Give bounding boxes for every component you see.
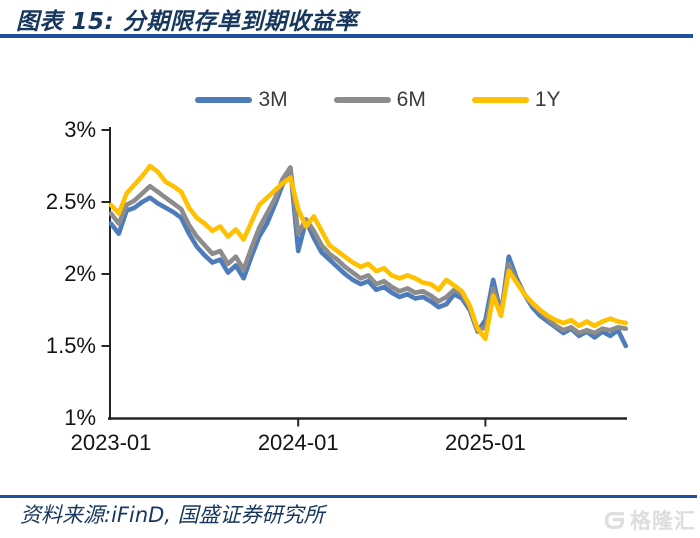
chart-legend: 3M 6M 1Y	[100, 88, 656, 112]
y-axis-tick-label: 1.5%	[45, 333, 96, 358]
x-axis-tick-label: 2024-01	[257, 430, 339, 455]
x-axis-tick-label: 2025-01	[445, 430, 526, 455]
legend-label-1y: 1Y	[534, 88, 561, 111]
figure-title: 图表 15: 分期限存单到期收益率	[16, 9, 358, 35]
x-axis-tick-label: 2023-01	[70, 430, 152, 455]
legend-swatch-6m-line	[333, 97, 391, 103]
legend-label-6m: 6M	[396, 88, 426, 111]
footer-divider-rule	[0, 495, 697, 498]
series-line-6M	[108, 165, 629, 336]
legend-item-6m: 6M	[333, 88, 426, 112]
y-axis-tick-label: 2%	[64, 261, 96, 286]
gelonghui-logo-icon	[605, 511, 624, 529]
legend-item-1y: 1Y	[471, 88, 561, 112]
legend-item-3m: 3M	[195, 88, 288, 112]
data-source-note: 资料来源:iFinD, 国盛证券研究所	[20, 503, 325, 527]
y-axis-tick-label: 1%	[64, 405, 96, 430]
legend-label-3m: 3M	[258, 88, 288, 111]
gelonghui-watermark-text: 格隆汇	[630, 510, 696, 533]
legend-swatch-1y-line	[471, 97, 529, 103]
series-line-1Y	[108, 163, 629, 342]
y-axis-tick-label: 3%	[64, 117, 96, 142]
title-divider-rule	[0, 34, 693, 38]
gelonghui-watermark: 格隆汇	[601, 505, 696, 535]
y-axis-tick-label: 2.5%	[45, 189, 96, 214]
legend-swatch-3m-line	[195, 97, 253, 103]
series-line-3M	[108, 166, 629, 349]
